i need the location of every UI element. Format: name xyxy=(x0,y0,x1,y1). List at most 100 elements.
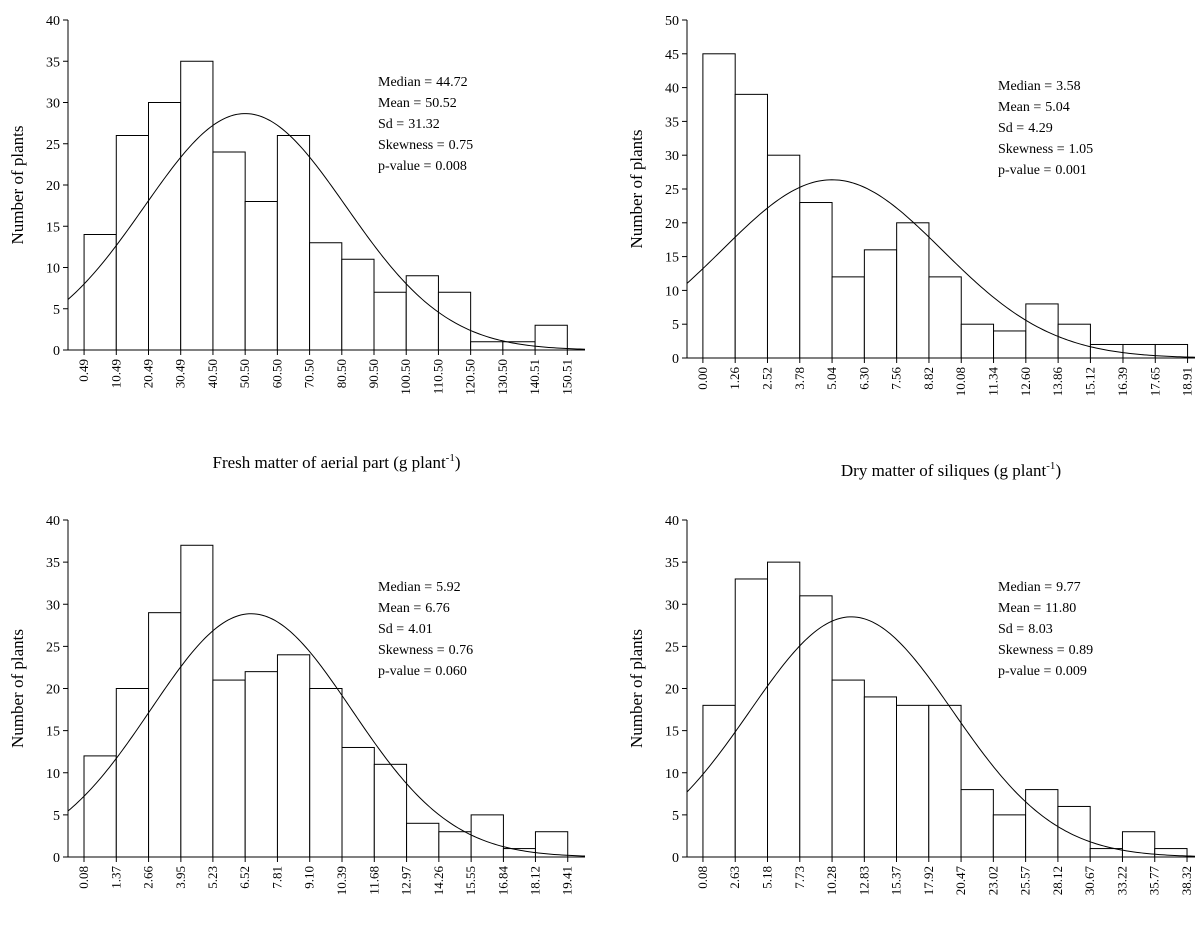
x-tick-label: 10.28 xyxy=(824,866,839,895)
y-tick-label: 40 xyxy=(665,514,679,529)
bar xyxy=(180,544,214,858)
bar xyxy=(212,151,246,351)
bar xyxy=(309,242,343,351)
y-tick-label: 20 xyxy=(46,179,60,194)
bar xyxy=(960,789,994,858)
x-tick-label: 14.26 xyxy=(431,866,446,896)
stat-annotation: Skewness = 0.76 xyxy=(378,643,473,658)
stat-value: 4.29 xyxy=(1028,121,1053,136)
x-tick-label: 1.26 xyxy=(727,367,742,390)
x-tick-label: 10.49 xyxy=(108,359,123,388)
x-tick-label: 15.55 xyxy=(463,866,478,895)
x-tick-label: 12.97 xyxy=(399,866,414,896)
bar xyxy=(1121,831,1156,858)
bar xyxy=(1057,805,1091,858)
stat-value: 4.01 xyxy=(408,622,433,637)
stat-name: Mean = xyxy=(998,601,1041,616)
x-tick-label: 100.50 xyxy=(398,359,413,395)
y-tick-label: 20 xyxy=(46,683,60,698)
y-tick-label: 5 xyxy=(672,318,679,333)
y-tick-label: 5 xyxy=(672,809,679,824)
bar xyxy=(734,578,769,858)
y-tick-label: 40 xyxy=(46,14,60,29)
y-tick-label: 35 xyxy=(665,115,679,130)
x-tick-label: 25.57 xyxy=(1018,866,1033,896)
normal-curve xyxy=(67,113,586,350)
x-tick-label: 80.50 xyxy=(334,359,349,388)
x-tick-label: 12.60 xyxy=(1018,367,1033,396)
y-axis-title: Number of plants xyxy=(8,629,27,748)
bar xyxy=(244,201,278,351)
x-tick-label: 13.86 xyxy=(1050,367,1065,397)
x-tick-label: 23.02 xyxy=(985,866,1000,895)
stat-name: Median = xyxy=(378,580,432,595)
x-tick-label: 90.50 xyxy=(366,359,381,388)
y-axis-title: Number of plants xyxy=(8,126,27,245)
x-tick-label: 130.50 xyxy=(495,359,510,395)
stat-name: Skewness = xyxy=(378,643,445,658)
bar xyxy=(831,276,865,359)
x-tick-label: 40.50 xyxy=(205,359,220,388)
x-tick-label: 7.73 xyxy=(792,866,807,889)
x-tick-label: 30.49 xyxy=(173,359,188,388)
bar xyxy=(212,679,246,858)
x-tick-label: 7.56 xyxy=(889,367,904,390)
x-tick-label: 3.95 xyxy=(173,866,188,889)
stat-annotation: Skewness = 0.75 xyxy=(378,138,473,153)
stat-annotation: Mean = 50.52 xyxy=(378,96,457,111)
stat-name: Mean = xyxy=(378,96,421,111)
x-tick-label: 12.83 xyxy=(856,866,871,895)
x-tick-label: 60.50 xyxy=(269,359,284,388)
stat-name: Skewness = xyxy=(998,643,1065,658)
stat-annotation: p-value = 0.008 xyxy=(378,159,467,174)
y-tick-label: 30 xyxy=(46,598,60,613)
x-tick-label: 11.34 xyxy=(986,367,1001,396)
bar xyxy=(799,595,833,858)
x-tick-label: 0.49 xyxy=(76,359,91,382)
y-tick-label: 25 xyxy=(46,640,60,655)
bar xyxy=(148,612,182,858)
stat-name: p-value = xyxy=(998,664,1051,679)
y-tick-label: 30 xyxy=(665,149,679,164)
x-tick-label: 120.50 xyxy=(463,359,478,395)
stat-name: Sd = xyxy=(998,622,1024,637)
x-tick-label: 6.30 xyxy=(856,367,871,390)
x-tick-label: 19.41 xyxy=(560,866,575,895)
x-tick-label: 0.00 xyxy=(695,367,710,390)
x-tick-label: 9.10 xyxy=(302,866,317,889)
stat-value: 0.001 xyxy=(1055,163,1087,178)
normal-curve xyxy=(67,613,586,857)
stat-name: Sd = xyxy=(378,117,404,132)
bar xyxy=(896,704,930,858)
y-tick-label: 5 xyxy=(53,809,60,824)
x-tick-label: 16.84 xyxy=(495,866,510,896)
y-tick-label: 10 xyxy=(665,767,679,782)
stat-name: Median = xyxy=(378,75,432,90)
stat-name: Skewness = xyxy=(998,142,1065,157)
y-tick-label: 50 xyxy=(665,14,679,29)
x-tick-label: 15.37 xyxy=(889,866,904,896)
bar xyxy=(960,323,995,359)
bar xyxy=(1122,343,1156,359)
stat-name: Sd = xyxy=(998,121,1024,136)
bar xyxy=(992,814,1027,858)
x-tick-label: 15.12 xyxy=(1082,367,1097,396)
bar xyxy=(373,763,408,858)
stat-value: 3.58 xyxy=(1056,79,1081,94)
x-tick-label: 10.08 xyxy=(953,367,968,396)
normal-curve xyxy=(686,179,1196,358)
x-tick-label: 0.08 xyxy=(76,866,91,889)
stat-name: Mean = xyxy=(998,100,1041,115)
x-tick-label: 20.49 xyxy=(140,359,155,388)
stat-value: 50.52 xyxy=(425,96,457,111)
bar xyxy=(799,202,833,359)
stat-annotation: Skewness = 0.89 xyxy=(998,643,1093,658)
y-tick-label: 35 xyxy=(665,556,679,571)
y-tick-label: 15 xyxy=(46,220,60,235)
y-tick-label: 20 xyxy=(665,683,679,698)
y-axis-title: Number of plants xyxy=(627,130,646,249)
y-tick-label: 40 xyxy=(46,514,60,529)
panel: 0 5 10 15 20 25 30 35 40 45 50 0.00 1.26 2.52 3.78 5.04… xyxy=(627,14,1196,480)
bar xyxy=(831,679,865,858)
y-tick-label: 15 xyxy=(665,251,679,266)
